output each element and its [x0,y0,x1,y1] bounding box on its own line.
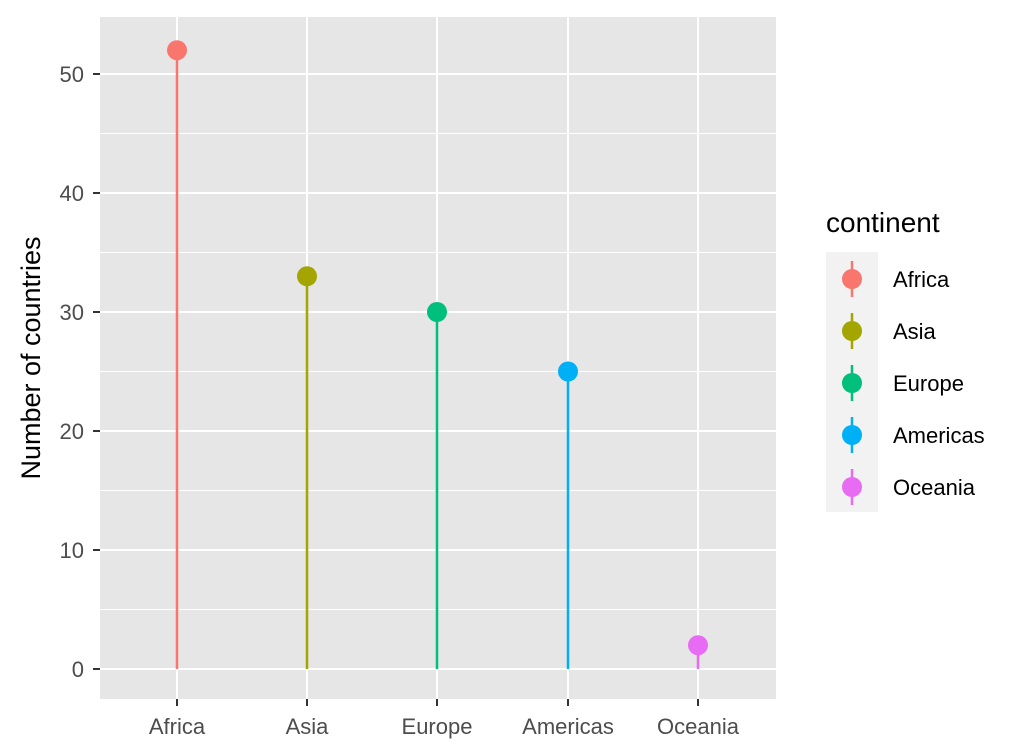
lollipop-point [558,361,578,382]
legend-label: Africa [893,267,950,292]
legend-entries: Africa Asia Europe Americas Oceania [842,261,985,505]
y-tick-label: 30 [60,300,84,325]
legend-label: Asia [893,319,937,344]
legend-label: Americas [893,423,985,448]
y-tick-label: 40 [60,181,84,206]
x-tick-label: Europe [402,714,473,739]
lollipop-point [167,40,187,61]
x-tick-label: Americas [522,714,614,739]
legend-label: Oceania [893,475,976,500]
lollipop-point [688,635,708,656]
legend-title: continent [826,207,940,238]
legend-key-point [842,269,862,289]
legend: continent Africa Asia Europe Americas Oceani… [826,207,985,512]
y-tick-label: 50 [60,62,84,87]
lollipop-point [427,302,447,322]
y-tick-label: 0 [72,657,84,682]
x-tick-label: Oceania [657,714,740,739]
lollipop-point [297,266,317,287]
x-tick-label: Africa [149,714,206,739]
legend-key-point [842,425,862,445]
y-tick-label: 10 [60,538,84,563]
y-axis-title: Number of countries [16,236,46,479]
legend-label: Europe [893,371,964,396]
legend-key-point [842,373,862,393]
y-tick-label: 20 [60,419,84,444]
lollipop-marks [167,40,708,669]
legend-key-point [842,477,862,497]
x-tick-label: Asia [286,714,330,739]
axes: 0 10 20 30 40 50 Africa Asia Europe Americas Ocean… [60,62,740,739]
legend-key-point [842,321,862,341]
